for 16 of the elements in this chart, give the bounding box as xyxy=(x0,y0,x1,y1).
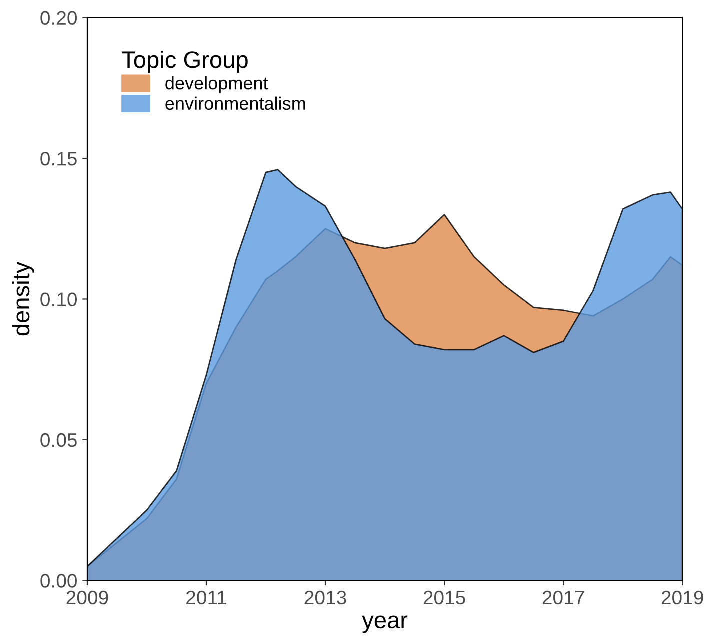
x-tick-label: 2013 xyxy=(304,590,346,605)
legend-label: development xyxy=(166,76,268,94)
x-tick-label: 2011 xyxy=(186,590,226,605)
legend-title: Topic Group xyxy=(122,50,248,73)
y-axis-title: density xyxy=(12,262,34,336)
x-axis-title: year xyxy=(362,616,408,634)
y-tick-label: 0.10 xyxy=(40,292,77,306)
y-tick-label: 0.00 xyxy=(40,574,77,588)
x-tick-label: 2019 xyxy=(662,590,704,605)
legend-label: environmentalism xyxy=(166,96,306,110)
y-tick-label: 0.20 xyxy=(40,11,77,26)
y-tick-label: 0.15 xyxy=(40,152,77,166)
x-tick-label: 2017 xyxy=(542,590,584,605)
y-tick-label: 0.05 xyxy=(40,433,77,448)
x-tick-label: 2009 xyxy=(66,590,108,605)
x-tick-label: 2015 xyxy=(424,590,466,605)
